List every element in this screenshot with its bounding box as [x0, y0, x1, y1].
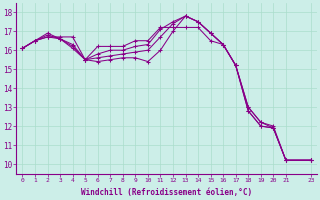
X-axis label: Windchill (Refroidissement éolien,°C): Windchill (Refroidissement éolien,°C)	[81, 188, 252, 197]
